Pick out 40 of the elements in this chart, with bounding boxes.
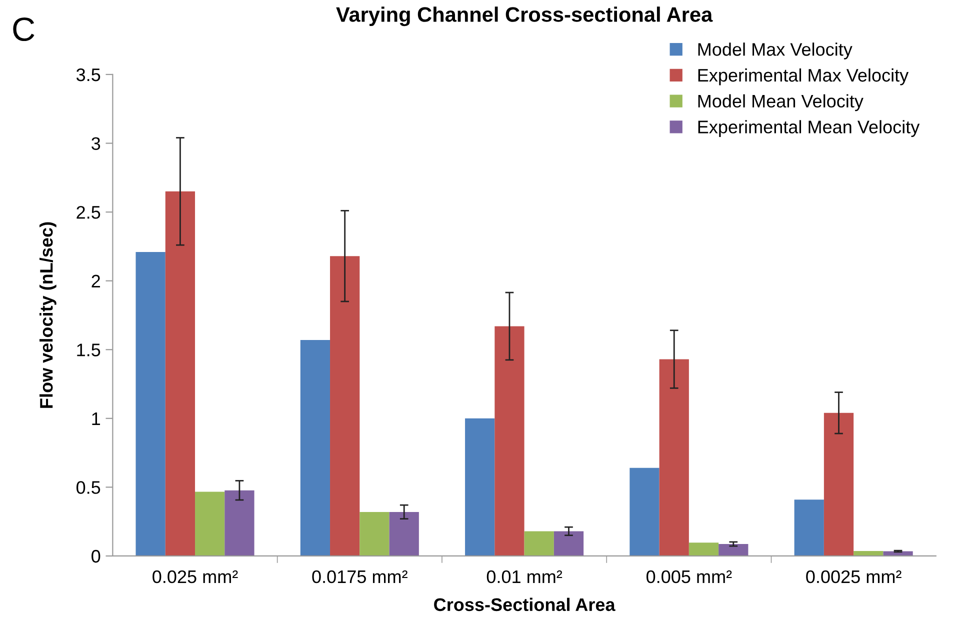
bar <box>165 191 196 556</box>
y-tick-label: 0 <box>92 550 100 563</box>
legend-label: Model Max Velocity <box>698 42 852 60</box>
bar <box>494 326 524 556</box>
bar <box>688 542 719 556</box>
y-tick-label: 1.5 <box>77 344 100 356</box>
y-tick-label: 2 <box>92 274 100 288</box>
y-tick-label: 1 <box>92 412 100 425</box>
x-tick-label: 0.025 mm² <box>152 570 238 584</box>
y-tick-label: 3.5 <box>76 68 100 82</box>
bar <box>659 359 689 556</box>
legend-label: Experimental Max Velocity <box>698 68 909 86</box>
bar <box>389 512 419 556</box>
y-tick-label: 2.5 <box>76 206 100 219</box>
bar <box>794 500 824 556</box>
bar <box>330 256 360 556</box>
text: C <box>13 17 34 42</box>
x-tick-label: 0.01 mm² <box>486 570 562 584</box>
bar <box>360 512 390 556</box>
bar <box>465 418 495 556</box>
bar <box>136 252 166 556</box>
bar <box>524 531 554 556</box>
bar <box>824 412 854 556</box>
bar <box>718 544 748 556</box>
bar <box>224 490 254 556</box>
chart-title: Varying Channel Cross-sectional Area <box>336 6 713 26</box>
bar <box>554 531 584 556</box>
bar <box>854 551 884 556</box>
bar <box>630 468 660 556</box>
x-tick-label: 0.0025 mm² <box>806 570 902 584</box>
legend-label: Experimental Mean Velocity <box>698 120 920 137</box>
x-tick-label: 0.0175 mm² <box>312 570 408 584</box>
x-tick-label: 0.005 mm² <box>646 570 732 584</box>
bar <box>300 340 330 556</box>
bar <box>195 492 225 556</box>
legend-label: Model Mean Velocity <box>698 94 864 112</box>
x-axis-title: Cross-Sectional Area <box>434 598 616 612</box>
y-tick-label: 3 <box>92 137 100 150</box>
y-axis-title: Flow velocity (nL/sec) <box>40 222 56 408</box>
y-tick-label: 0.5 <box>76 481 100 494</box>
